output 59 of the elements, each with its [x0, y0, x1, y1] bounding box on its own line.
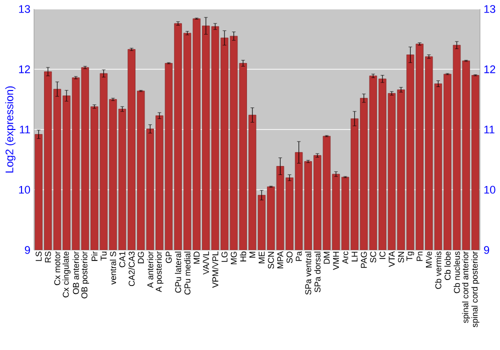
- x-tick-label: SCN: [268, 252, 274, 269]
- y-tick-label: 12: [19, 65, 30, 74]
- x-tick-label: MD: [194, 252, 200, 264]
- y2-tick-label: 11: [484, 126, 494, 134]
- x-tick-label: M: [249, 252, 256, 258]
- x-tick-label: VPM/VPL: [212, 251, 218, 288]
- x-tick-label: GP: [166, 252, 172, 264]
- x-tick-label: OB posterior: [81, 251, 90, 298]
- x-tick-label: DG: [138, 252, 144, 264]
- x-tick-label: Pir: [91, 251, 98, 261]
- y2-tick-label: 10: [484, 186, 496, 194]
- x-tick-label: Cb vermis: [435, 252, 442, 289]
- x-tick-label: SO: [286, 252, 293, 264]
- x-tick-label: Arc: [342, 251, 348, 264]
- x-tick-label: Pa: [296, 251, 302, 261]
- x-tick-label: VMH: [333, 252, 339, 270]
- x-tick-label: CA1: [119, 252, 126, 268]
- x-tick-label: Cb nucleus: [454, 252, 460, 294]
- x-tick-label: PAG: [360, 252, 367, 268]
- x-tick-label: VA/VL: [202, 251, 210, 275]
- x-tick-label: SPa ventral: [305, 252, 312, 295]
- x-tick-label: Cb lobe: [444, 252, 451, 280]
- x-tick-label: CPu medial: [184, 252, 190, 295]
- x-tick-label: DM: [324, 252, 330, 264]
- y-tick-label: 10: [19, 186, 30, 194]
- x-tick-label: SN: [398, 252, 404, 263]
- y2-tick-label: 12: [484, 65, 496, 74]
- x-tick-label: A anterior: [147, 251, 154, 288]
- x-tick-label: MG: [230, 252, 237, 264]
- x-tick-label: ventral S: [110, 252, 116, 285]
- x-tick-label: IC: [379, 252, 386, 259]
- x-tick-label: Tg: [406, 252, 414, 261]
- x-tick-label: VTA: [388, 251, 395, 268]
- x-tick-label: Pn: [416, 252, 423, 261]
- x-tick-label: LS: [36, 252, 42, 261]
- x-tick-label: Hb: [240, 252, 246, 262]
- x-tick-label: spinal cord posterior: [471, 251, 480, 328]
- x-tick-label: Cx cingulate: [62, 252, 70, 298]
- x-tick-label: Tu: [100, 252, 107, 261]
- x-tick-label: ME: [258, 252, 265, 264]
- y-tick-label: 9: [24, 246, 30, 254]
- x-tick-label: LG: [221, 252, 228, 262]
- x-tick-label: RS: [44, 252, 51, 262]
- y-axis-title: Log2 (expression): [5, 86, 16, 172]
- x-tick-label: MPA: [277, 251, 284, 268]
- x-tick-label: SC: [370, 252, 376, 263]
- x-tick-label: CA2/CA3: [128, 252, 135, 286]
- x-tick-label: OB anterior: [72, 251, 79, 294]
- x-tick-label: spinal cord anterior: [462, 251, 470, 323]
- x-tick-label: LH: [352, 252, 358, 262]
- y2-tick-label: 9: [484, 246, 490, 254]
- y-tick-label: 13: [19, 5, 30, 13]
- x-tick-label: MVe: [426, 252, 432, 268]
- x-tick-label: Cx motor: [54, 251, 60, 286]
- y2-tick-label: 13: [484, 5, 496, 13]
- x-tick-label: SPa dorsal: [314, 252, 321, 292]
- y-tick-label: 11: [20, 126, 30, 134]
- x-tick-label: CPu lateral: [174, 252, 182, 293]
- x-tick-label: A posterior: [155, 251, 164, 292]
